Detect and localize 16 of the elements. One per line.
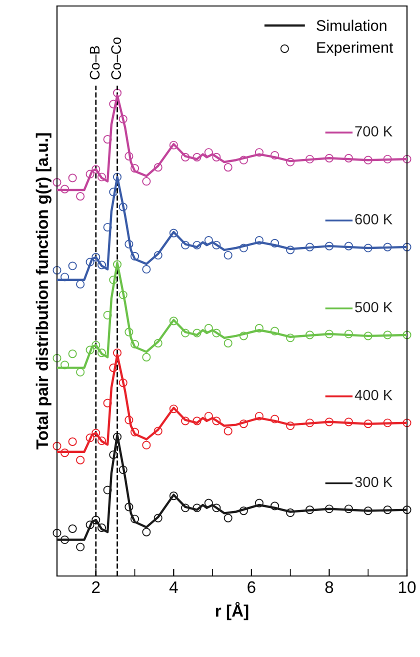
text: Experiment	[317, 42, 394, 56]
x-tick-label: 4	[169, 581, 178, 593]
legend-label: 400 K	[354, 390, 392, 400]
ref-line-label: Co–Co	[111, 37, 122, 80]
x-tick-label: 10	[399, 581, 416, 594]
x-tick-label: 6	[248, 581, 256, 594]
legend-label: 600 K	[355, 214, 392, 224]
y-axis-title: Total pair distribution function g(r) [a.u.]	[36, 133, 52, 450]
legend-label: 300 K	[355, 476, 392, 488]
x-axis-title: r [Å]	[216, 602, 248, 620]
legend-label: 500 K	[355, 302, 392, 312]
x-tick-label: 8	[325, 581, 334, 594]
ref-line-label: Co–B	[90, 46, 100, 80]
legend-label: 700 K	[355, 126, 392, 136]
x-tick-label: 2	[92, 581, 100, 593]
text: Simulation	[316, 20, 386, 31]
